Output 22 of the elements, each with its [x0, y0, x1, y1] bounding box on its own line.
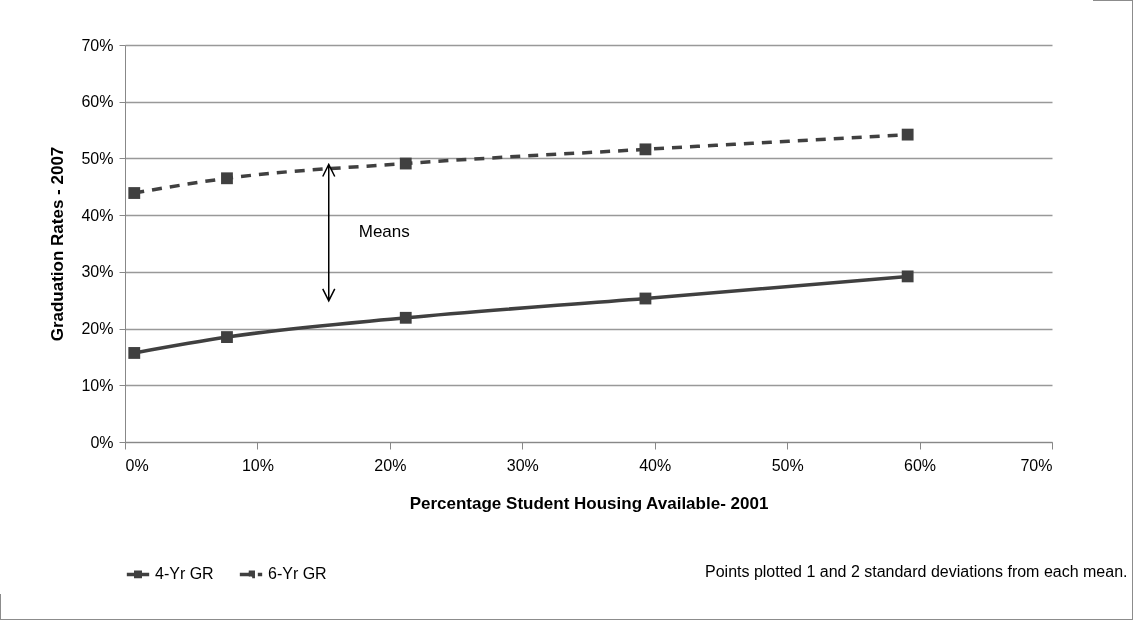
x-axis-title: Percentage Student Housing Available- 2001 [409, 493, 769, 513]
x-tick-label: 30% [506, 456, 539, 474]
y-axis-title: Graduation Rates - 2007 [48, 146, 68, 342]
y-tick-label: 50% [81, 149, 114, 167]
x-tick-label: 10% [241, 456, 274, 474]
x-tick-label: 60% [904, 456, 937, 474]
annotation: Means [358, 221, 410, 242]
y-tick-label: 10% [81, 376, 114, 394]
y-tick-label: 40% [81, 206, 114, 224]
y-tick-label: 60% [81, 93, 114, 111]
y-tick-label: 30% [81, 263, 114, 281]
y-tick-label: 0% [90, 433, 114, 451]
legend-label: 4-Yr GR [155, 565, 214, 583]
y-tick-label: 20% [81, 320, 114, 338]
x-tick-label: 20% [374, 456, 407, 474]
x-tick-label: 40% [639, 456, 672, 474]
x-tick-label: 70% [1020, 456, 1053, 474]
x-tick-label: 0% [125, 456, 149, 474]
x-tick-label: 50% [771, 456, 804, 474]
text: Points plotted 1 and 2 standard deviations from each mean. [705, 562, 1128, 581]
y-tick-label: 70% [81, 36, 114, 54]
legend-label: 6-Yr GR [268, 565, 327, 583]
